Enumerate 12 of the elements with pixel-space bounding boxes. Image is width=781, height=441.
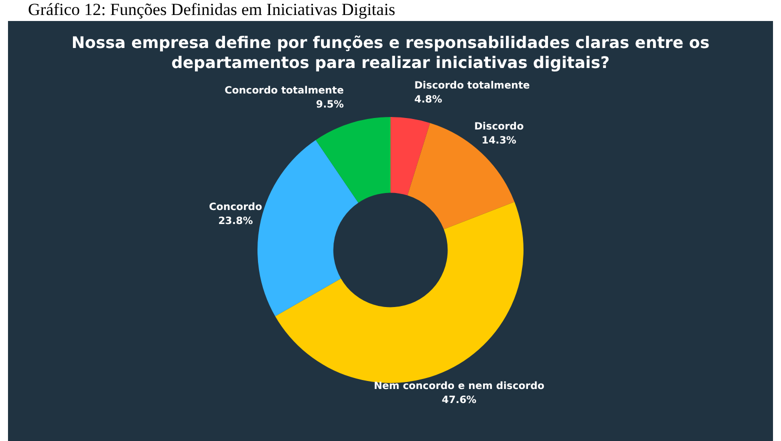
chart-title: Nossa empresa define por funções e responsabilidades claras entre os departamentos para realizar iniciativas digitais? <box>70 33 711 73</box>
data-label: 4.8% <box>414 94 442 106</box>
text: Gráfico 12: Funções Definidas em Iniciativas Digitais <box>27 0 396 20</box>
data-label: 9.5% <box>316 100 344 111</box>
slice-label: Discordo <box>474 121 524 132</box>
slice-label: Concordo <box>209 202 262 213</box>
slice-label: Discordo totalmente <box>414 80 530 92</box>
data-label: 23.8% <box>218 216 253 227</box>
slice-label: Nem concordo e nem discordo <box>374 381 545 392</box>
data-label: 14.3% <box>482 135 516 146</box>
slice-label: Concordo totalmente <box>224 86 344 97</box>
data-label: 47.6% <box>442 395 476 406</box>
